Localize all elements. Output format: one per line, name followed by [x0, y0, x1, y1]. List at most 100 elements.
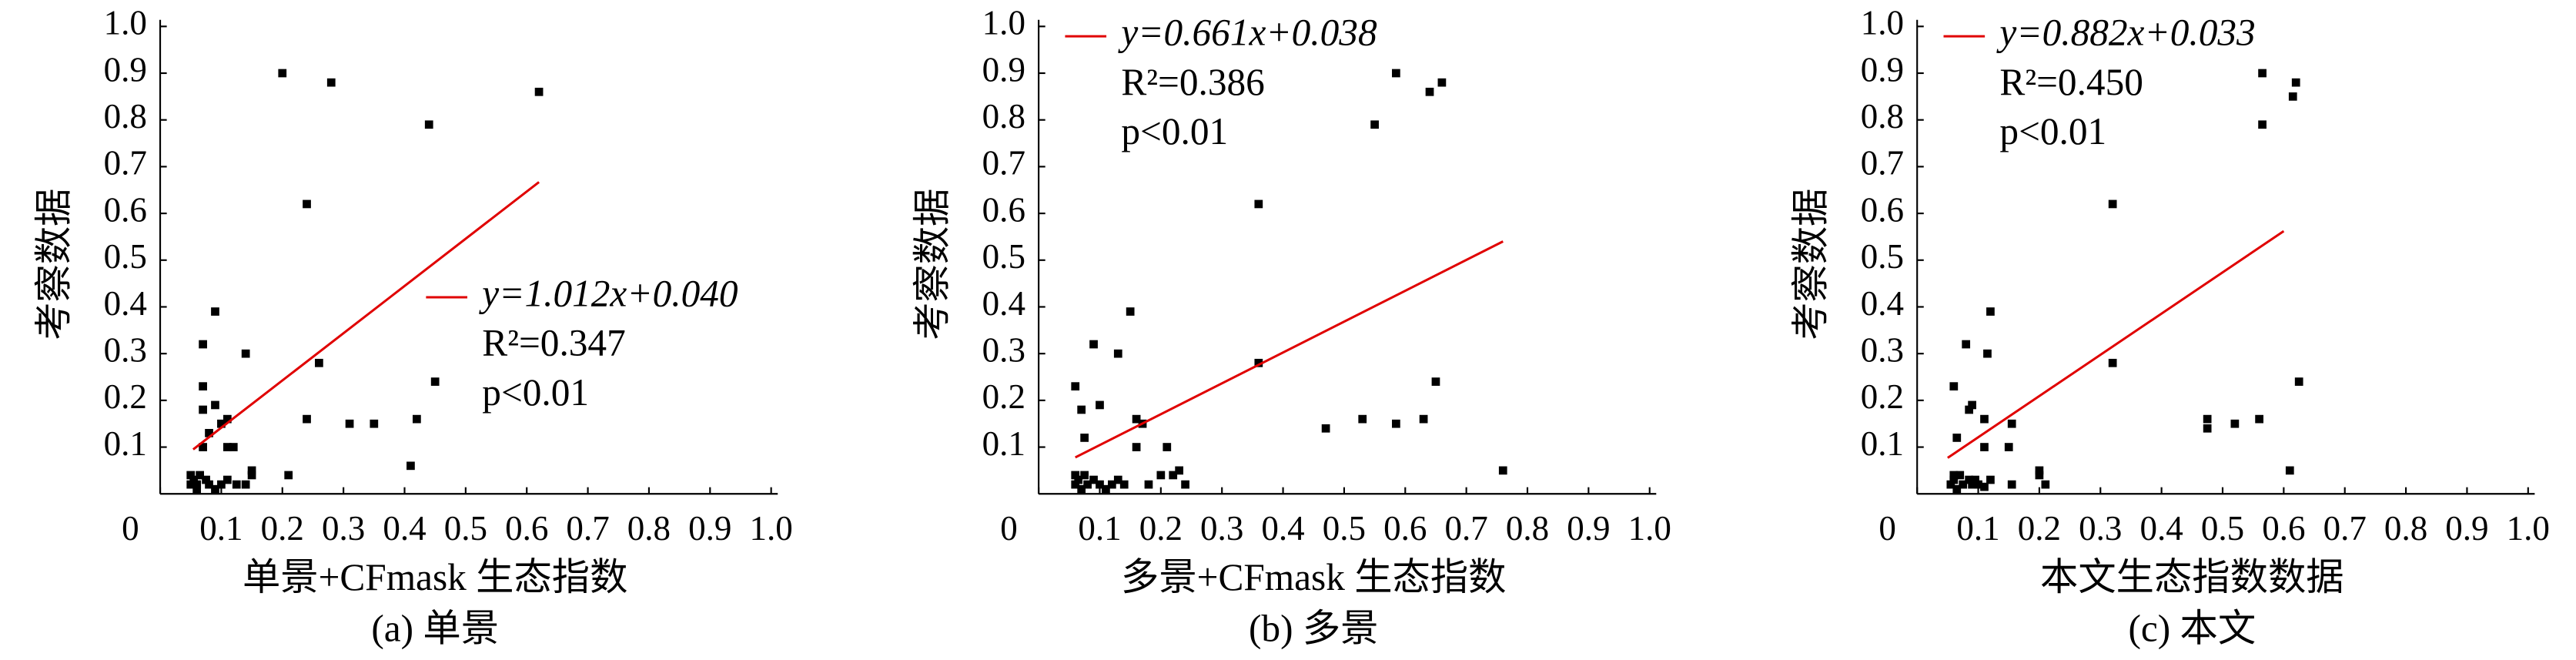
y-axis-title: 考察数据	[911, 189, 953, 340]
x-tick-label: 0.4	[2139, 509, 2183, 548]
point	[199, 340, 207, 349]
y-axis-title: 考察数据	[32, 189, 75, 340]
y-tick-label: 0.6	[982, 190, 1025, 229]
point	[1080, 434, 1089, 442]
point	[192, 484, 202, 494]
y-tick-label: 0.2	[982, 377, 1025, 416]
x-tick-label: 0.8	[627, 509, 671, 548]
point	[1144, 480, 1153, 489]
point	[205, 480, 213, 489]
x-tick-label: 1.0	[1628, 509, 1671, 548]
y-tick-label: 0.4	[982, 284, 1025, 323]
point	[1965, 475, 1974, 484]
point	[1437, 78, 1447, 87]
point	[1321, 424, 1330, 433]
x-tick-label: 0.4	[383, 509, 426, 548]
y-tick-label: 0.1	[1861, 424, 1904, 463]
y-tick-label: 0.4	[104, 284, 147, 323]
y-tick-label: 1.0	[1861, 4, 1904, 42]
y-tick-label: 0.2	[104, 377, 147, 416]
point	[303, 199, 311, 209]
x-tick-label: 0.9	[688, 509, 731, 548]
point	[247, 471, 256, 480]
point	[1962, 340, 1971, 349]
point	[2258, 69, 2267, 78]
x-tick-label: 0.2	[261, 509, 304, 548]
x-tick-label: 0.2	[2018, 509, 2061, 548]
point	[1949, 475, 1959, 484]
point	[2035, 466, 2044, 475]
legend-equation: y=1.012x+0.040	[478, 272, 738, 314]
point	[247, 466, 256, 475]
y-tick-label: 0.5	[104, 237, 147, 276]
point	[2007, 419, 2016, 428]
point	[211, 307, 219, 316]
legend-p: p<0.01	[1121, 110, 1228, 152]
point	[1071, 471, 1080, 480]
point	[370, 419, 379, 428]
point	[1986, 307, 1995, 316]
fit-line	[1075, 240, 1504, 459]
y-tick-label: 0.6	[104, 190, 147, 229]
y-tick-label: 0.3	[982, 330, 1025, 369]
point	[1126, 307, 1135, 316]
point	[1083, 480, 1092, 489]
point	[1071, 382, 1080, 391]
point	[199, 382, 207, 391]
point	[2203, 414, 2212, 424]
point	[2288, 92, 2297, 101]
point	[2285, 466, 2294, 475]
point	[202, 475, 210, 484]
point	[211, 484, 219, 494]
point	[1980, 482, 1989, 491]
caption: (b) 多景	[1249, 608, 1378, 650]
point	[303, 414, 311, 424]
point	[1498, 466, 1507, 475]
fit-line	[1947, 229, 2285, 459]
point	[315, 358, 323, 367]
x-tick-label: 0.2	[1139, 509, 1183, 548]
point	[205, 428, 213, 437]
x-tick-label: 0.6	[505, 509, 548, 548]
y-tick-label: 0.9	[982, 50, 1025, 89]
point	[1980, 443, 1989, 451]
x-tick-label: 0	[1878, 509, 1896, 548]
point	[424, 120, 433, 129]
point	[1156, 471, 1166, 480]
point	[1419, 414, 1428, 424]
point	[1392, 419, 1400, 428]
point	[1949, 382, 1959, 391]
point	[1965, 405, 1974, 414]
point	[232, 480, 241, 489]
point	[1089, 475, 1098, 484]
point	[1968, 480, 1976, 489]
point	[1370, 120, 1379, 129]
point	[2291, 78, 2300, 87]
point	[192, 480, 202, 489]
point	[222, 414, 232, 424]
x-axis-title: 多景+CFmask 生态指数	[1121, 556, 1506, 598]
point	[1980, 414, 1989, 424]
legend-equation: y=0.882x+0.033	[1996, 11, 2255, 53]
point	[222, 443, 232, 451]
point	[241, 349, 250, 358]
point	[413, 414, 421, 424]
point	[1175, 466, 1184, 475]
point	[1949, 471, 1959, 480]
caption: (a) 单景	[371, 608, 499, 650]
point	[2007, 480, 2016, 489]
y-tick-label: 0.8	[982, 97, 1025, 136]
point	[1080, 471, 1089, 480]
x-tick-label: 0.1	[1956, 509, 1999, 548]
x-tick-label: 0.9	[1567, 509, 1610, 548]
y-tick-label: 1.0	[982, 4, 1025, 42]
point	[2108, 199, 2117, 209]
legend-r2: R²=0.347	[482, 322, 625, 364]
point	[1077, 484, 1086, 494]
point	[1096, 480, 1104, 489]
point	[1107, 480, 1116, 489]
point	[1968, 400, 1976, 410]
point	[1132, 443, 1141, 451]
x-tick-label: 0	[1000, 509, 1018, 548]
point	[199, 443, 207, 451]
